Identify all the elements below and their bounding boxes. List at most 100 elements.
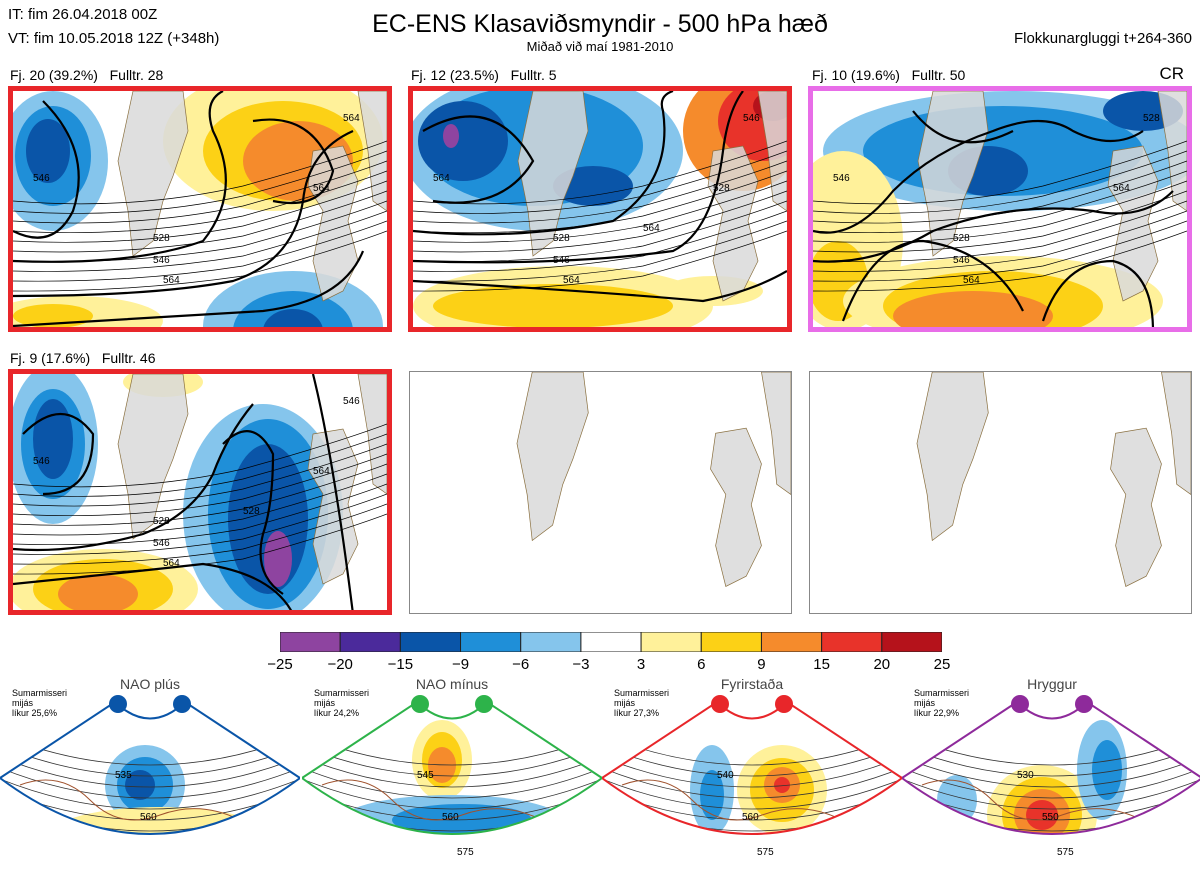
height-contour	[22, 412, 95, 496]
colorbar-tick: −15	[387, 656, 414, 673]
regime-marker-left	[1011, 695, 1029, 713]
regime-note-line: mijás	[614, 698, 636, 708]
regime-contour-label: 535	[115, 770, 132, 781]
regime-note-line: mijás	[12, 698, 34, 708]
contour-label: 528	[713, 183, 730, 194]
regime-anomaly	[1092, 740, 1122, 800]
regime-marker-left	[411, 695, 429, 713]
contour-label: 564	[163, 558, 180, 569]
regime-note: Sumarmisseri mijás líkur 27,3%	[614, 688, 669, 718]
contour-label: 564	[343, 113, 360, 124]
contour-label: 564	[1113, 183, 1130, 194]
height-contour	[813, 119, 1144, 234]
regime-contour-label: 560	[742, 812, 759, 823]
height-contour	[413, 91, 744, 264]
regime-title: NAO plús	[120, 676, 180, 692]
colorbar-segment	[640, 632, 702, 652]
contour-label: 528	[553, 233, 570, 244]
cluster-1-label: Fj. 20 (39.2%) Fulltr. 28	[10, 67, 163, 83]
anomaly-blob	[13, 304, 93, 327]
colorbar-segment	[339, 632, 401, 652]
cluster-map-2[interactable]: 528 546 564 564 528 546 564	[408, 86, 792, 332]
colorbar-tick: 3	[636, 656, 646, 673]
regime-anomaly	[50, 807, 270, 834]
contour-label: 546	[153, 255, 170, 266]
regime-note-line: Sumarmisseri	[614, 688, 670, 698]
cluster-4-size: Fj. 9 (17.6%)	[10, 350, 91, 366]
regime-marker-right	[173, 695, 191, 713]
regime-contour-label: 550	[1042, 812, 1059, 823]
contour-label: 546	[343, 396, 360, 407]
land-mass	[357, 374, 387, 495]
height-contour	[13, 100, 80, 239]
cluster-map-4[interactable]: 528 546 564 546 564 546 528	[8, 369, 392, 615]
land-mass	[307, 428, 359, 585]
land-mass	[1157, 91, 1187, 212]
colorbar-segment	[280, 632, 341, 652]
colorbar-segment	[520, 632, 582, 652]
contour-label: 528	[153, 233, 170, 244]
cluster-map-3[interactable]: 528 546 564 546 564 528	[808, 86, 1192, 332]
land-mass	[117, 91, 189, 257]
contour-label: 546	[553, 255, 570, 266]
colorbar-tick: −20	[327, 656, 353, 673]
land-mass	[517, 91, 589, 257]
colorbar-segment	[760, 632, 823, 652]
contour-label: 546	[743, 113, 760, 124]
contour-label: 564	[313, 183, 330, 194]
land-mass	[761, 372, 791, 495]
regime-inset-2[interactable]: 545 560 575	[302, 690, 602, 870]
land-mass	[1161, 372, 1191, 495]
colorbar-segment	[580, 632, 642, 652]
anomaly-blob	[58, 574, 138, 610]
colorbar-segment	[881, 632, 942, 652]
regime-inset-1[interactable]: 535 560	[0, 690, 300, 870]
valid-time: VT: fim 10.05.2018 12Z (+348h)	[8, 30, 220, 47]
colorbar-tick: 6	[697, 656, 706, 673]
land-mass	[357, 91, 387, 212]
cluster-2-size: Fj. 12 (23.5%)	[411, 67, 499, 83]
height-contour	[1041, 259, 1154, 327]
regime-note-line: Sumarmisseri	[914, 688, 970, 698]
regime-marker-right	[475, 695, 493, 713]
regime-note-line: líkur 27,3%	[614, 708, 660, 718]
height-contour	[222, 430, 284, 595]
regime-inset-3[interactable]: 540 560 575	[602, 690, 902, 870]
regime-contour-label: 530	[1017, 770, 1034, 781]
contour-label: 546	[33, 456, 50, 467]
regime-marker-left	[109, 695, 127, 713]
contour-label: 528	[953, 233, 970, 244]
regime-contour-label: 575	[757, 847, 774, 858]
height-contour	[413, 270, 787, 303]
regime-contour-label: 560	[140, 812, 157, 823]
land-mass	[1107, 145, 1159, 302]
empty-map-5	[409, 371, 792, 614]
anomaly-blob	[443, 124, 459, 148]
contour-label: 564	[963, 275, 980, 286]
contour-label: 546	[33, 173, 50, 184]
regime-contour-label: 560	[442, 812, 459, 823]
colorbar-tick: 25	[933, 656, 951, 673]
colorbar-tick: −9	[451, 656, 470, 673]
regime-inset-4[interactable]: 530 550 575	[902, 690, 1200, 870]
contour-label: 528	[153, 516, 170, 527]
height-contour	[13, 91, 227, 263]
contour-label: 564	[643, 223, 660, 234]
regime-anomaly	[774, 777, 790, 793]
height-contour	[422, 115, 535, 204]
empty-map-6	[809, 371, 1192, 614]
height-contour	[912, 110, 1014, 144]
cluster-map-1[interactable]: 528 546 564 546 564 564	[8, 86, 392, 332]
regime-title: NAO mínus	[415, 676, 489, 692]
cluster-1-size: Fj. 20 (39.2%)	[10, 67, 98, 83]
cluster-3-regime-code: CR	[1159, 64, 1184, 83]
anomaly-blob	[26, 119, 70, 183]
colorbar-segment	[399, 632, 462, 652]
anomaly-colorbar	[280, 632, 942, 652]
regime-note-line: Sumarmisseri	[314, 688, 370, 698]
regime-anomaly	[125, 770, 155, 800]
contour-label: 528	[1143, 113, 1160, 124]
regime-contour-label: 575	[457, 847, 474, 858]
cluster-3-representative: Fulltr. 50	[911, 67, 966, 83]
land-mass	[117, 374, 189, 540]
